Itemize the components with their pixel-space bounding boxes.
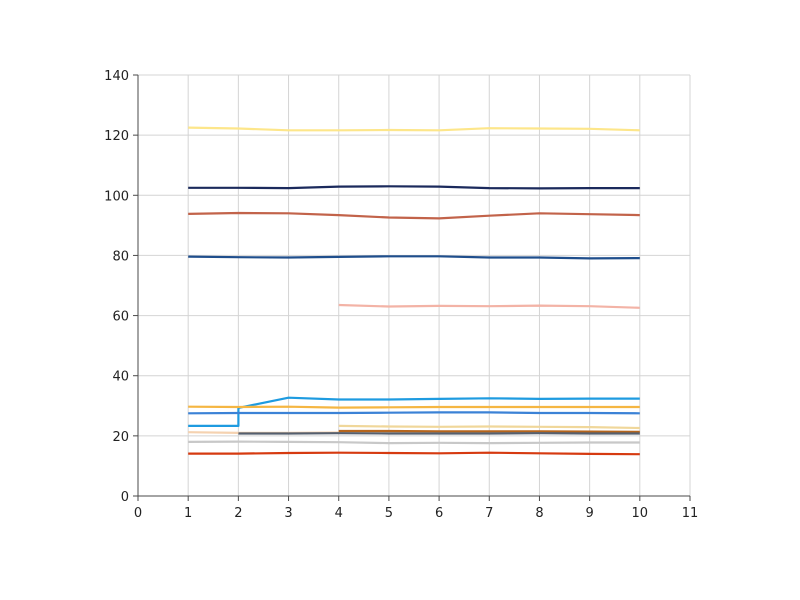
y-tick-label: 40 xyxy=(112,370,129,385)
series-line-8 xyxy=(188,411,640,415)
tick-label-layer: 0 1 2 3 4 5 6 7 8 9 10 11 0 20 40 60 80 100 120 140 xyxy=(104,69,698,521)
y-tick-label: 20 xyxy=(112,430,129,445)
grid-layer xyxy=(138,74,691,496)
series-line-3 xyxy=(188,211,640,220)
series-line-1 xyxy=(188,126,640,132)
x-tick-label: 4 xyxy=(335,506,343,521)
x-tick-label: 11 xyxy=(682,506,699,521)
axis-layer xyxy=(133,74,691,501)
series-line-11 xyxy=(338,429,640,433)
series-line-13 xyxy=(188,440,640,445)
series-line-4 xyxy=(188,255,640,260)
series-line-14 xyxy=(188,451,640,456)
y-tick-label: 120 xyxy=(104,129,129,144)
x-tick-label: 3 xyxy=(284,506,292,521)
x-tick-label: 5 xyxy=(385,506,393,521)
x-tick-label: 8 xyxy=(535,506,543,521)
series-line-5 xyxy=(338,303,640,309)
y-tick-label: 140 xyxy=(104,69,129,84)
series-layer xyxy=(188,126,640,456)
series-line-9 xyxy=(338,424,640,430)
series-line-2 xyxy=(188,185,640,190)
y-tick-label: 100 xyxy=(104,189,129,204)
y-tick-label: 60 xyxy=(112,310,129,325)
x-tick-label: 6 xyxy=(435,506,443,521)
x-tick-label: 7 xyxy=(485,506,493,521)
series-line-7 xyxy=(188,405,640,409)
y-tick-label: 80 xyxy=(112,249,129,264)
x-tick-label: 0 xyxy=(134,506,142,521)
x-tick-label: 1 xyxy=(184,506,192,521)
x-tick-label: 9 xyxy=(585,506,593,521)
y-tick-label: 0 xyxy=(121,490,129,505)
x-tick-label: 2 xyxy=(234,506,242,521)
x-tick-label: 10 xyxy=(632,506,649,521)
